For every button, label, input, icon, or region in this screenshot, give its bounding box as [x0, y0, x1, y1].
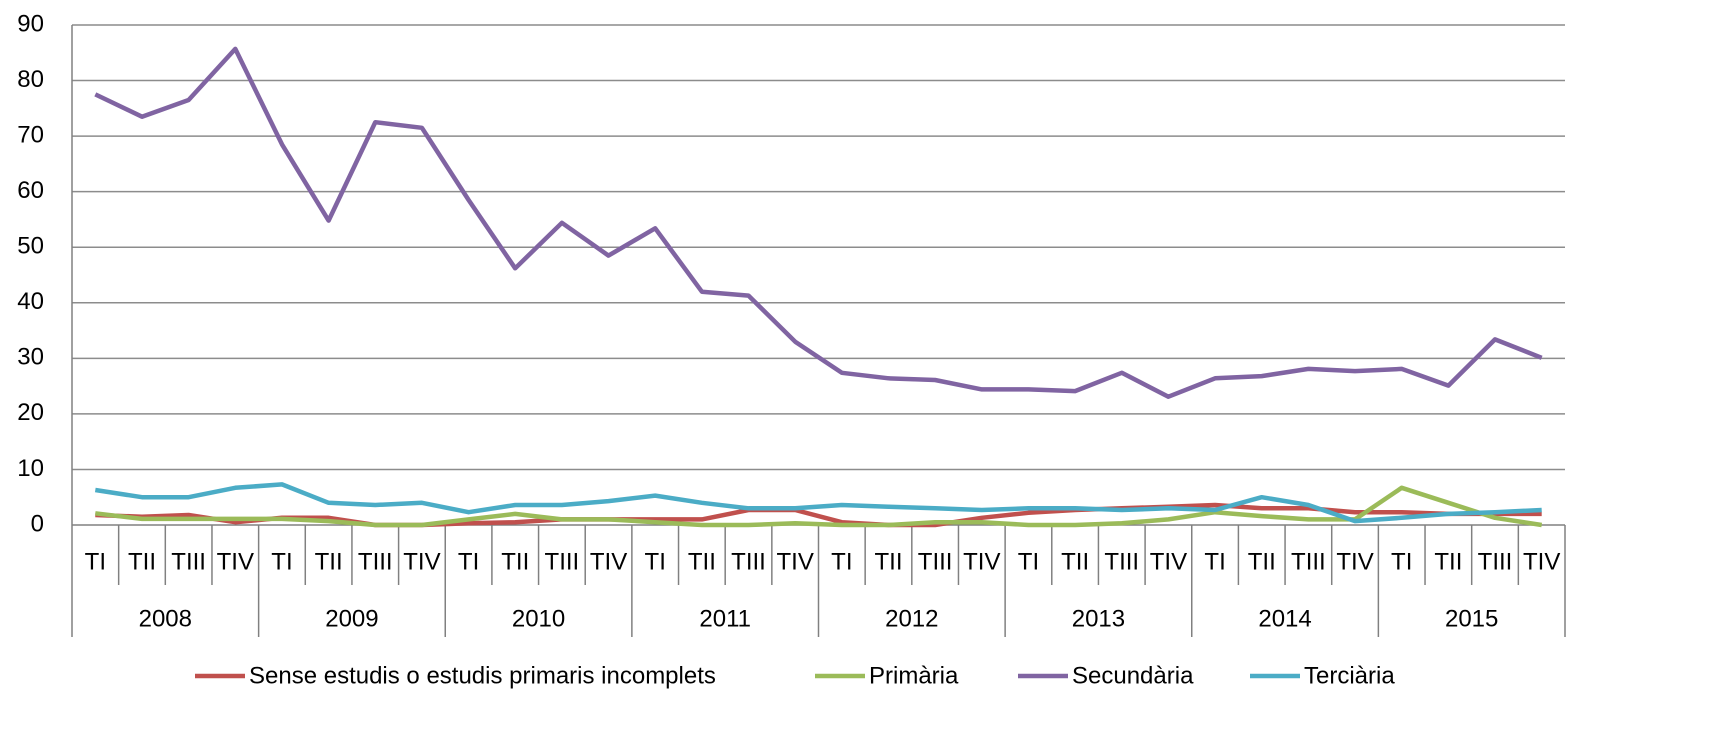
series-line — [94, 46, 1543, 399]
y-tick-label: 50 — [17, 233, 44, 260]
x-tick-label: TIV — [403, 548, 440, 575]
x-tick-label: TII — [1061, 548, 1089, 575]
year-label: 2014 — [1258, 605, 1311, 632]
legend-label: Sense estudis o estudis primaris incompl… — [249, 662, 716, 689]
x-tick-label: TI — [1018, 548, 1039, 575]
y-tick-label: 80 — [17, 66, 44, 93]
x-tick-label: TI — [85, 548, 106, 575]
x-tick-label: TIV — [1336, 548, 1373, 575]
series-line — [95, 485, 1543, 528]
x-tick-label: TIII — [545, 548, 580, 575]
x-tick-label: TIV — [217, 548, 254, 575]
x-tick-label: TII — [315, 548, 343, 575]
year-label: 2013 — [1072, 605, 1125, 632]
series-line — [94, 482, 1542, 524]
y-tick-label: 30 — [17, 344, 44, 371]
x-tick-label: TIII — [1478, 548, 1513, 575]
x-tick-label: TI — [1204, 548, 1225, 575]
year-label: 2011 — [699, 605, 751, 632]
x-tick-label: TIII — [731, 548, 766, 575]
y-tick-label: 10 — [17, 455, 44, 482]
x-tick-label: TI — [271, 548, 292, 575]
year-label: 2009 — [325, 605, 378, 632]
x-tick-label: TI — [458, 548, 479, 575]
x-tick-label: TIV — [1523, 548, 1560, 575]
x-tick-label: TIII — [358, 548, 393, 575]
x-tick-label: TI — [645, 548, 666, 575]
x-tick-label: TIV — [963, 548, 1000, 575]
y-tick-label: 60 — [17, 177, 44, 204]
x-tick-label: TIII — [918, 548, 953, 575]
x-tick-label: TII — [688, 548, 716, 575]
series-line — [95, 502, 1542, 528]
y-tick-label: 20 — [17, 399, 44, 426]
year-label: 2010 — [512, 605, 565, 632]
x-tick-label: TI — [831, 548, 852, 575]
y-tick-label: 40 — [17, 288, 44, 315]
legend-label: Primària — [869, 662, 959, 689]
year-label: 2008 — [139, 605, 192, 632]
x-tick-label: TII — [1434, 548, 1462, 575]
x-tick-label: TIII — [171, 548, 206, 575]
x-tick-label: TII — [1248, 548, 1276, 575]
x-tick-label: TII — [501, 548, 529, 575]
year-label: 2012 — [885, 605, 938, 632]
x-tick-label: TIV — [777, 548, 814, 575]
legend-label: Secundària — [1072, 662, 1194, 689]
x-tick-label: TII — [874, 548, 902, 575]
y-tick-label: 90 — [17, 10, 44, 37]
x-tick-label: TIII — [1104, 548, 1139, 575]
year-label: 2015 — [1445, 605, 1498, 632]
x-tick-label: TIV — [1150, 548, 1187, 575]
x-tick-label: TIV — [590, 548, 627, 575]
y-tick-label: 0 — [31, 510, 44, 537]
y-tick-label: 70 — [17, 121, 44, 148]
x-tick-label: TI — [1391, 548, 1412, 575]
x-tick-label: TIII — [1291, 548, 1326, 575]
legend-label: Terciària — [1304, 662, 1395, 689]
x-tick-label: TII — [128, 548, 156, 575]
